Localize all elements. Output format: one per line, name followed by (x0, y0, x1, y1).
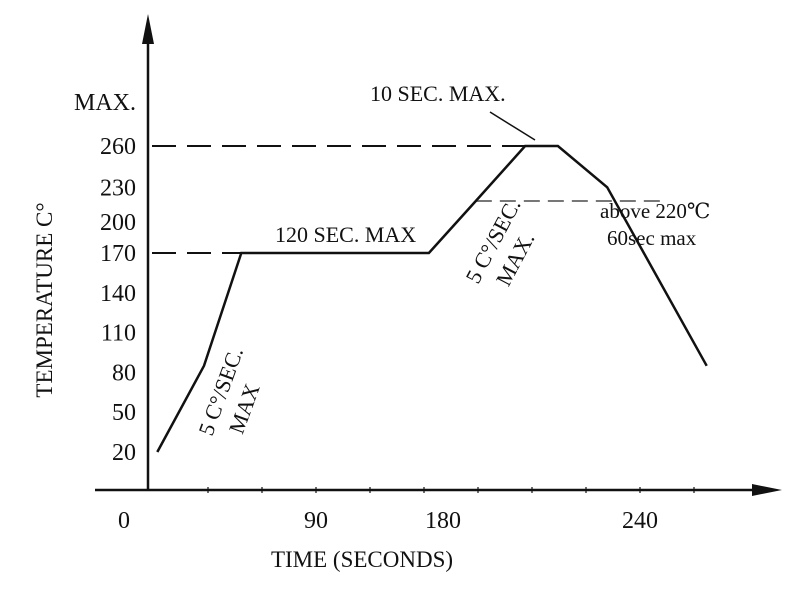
y-max-label: MAX. (74, 90, 136, 116)
y-tick-label: 50 (112, 400, 136, 426)
y-tick-label: 80 (112, 360, 136, 386)
x-tick-label: 240 (622, 508, 658, 534)
x-tick-labels: 0 90 180 240 (118, 508, 658, 534)
x-axis-arrow-icon (752, 484, 782, 496)
y-tick-label: 170 (100, 241, 136, 267)
temperature-profile-line (156, 144, 708, 453)
y-tick-labels: 20 50 80 110 140 170 200 230 260 (100, 134, 136, 466)
x-tick-label: 180 (425, 508, 461, 534)
y-tick-label: 260 (100, 134, 136, 160)
x-minor-ticks (207, 487, 695, 493)
y-axis-arrow-icon (142, 14, 154, 44)
y-tick-label: 140 (100, 281, 136, 307)
annotation-soak-time: 120 SEC. MAX (275, 222, 416, 247)
x-tick-label: 0 (118, 508, 130, 534)
annotation-60sec: 60sec max (607, 226, 697, 250)
annotation-peak-leader (489, 111, 536, 141)
y-tick-label: 230 (100, 175, 136, 201)
y-tick-label: 20 (112, 440, 136, 466)
y-tick-label: 110 (101, 321, 136, 347)
y-axis-title: TEMPERATURE C° (32, 202, 57, 397)
x-tick-label: 90 (304, 508, 328, 534)
y-tick-label: 200 (100, 210, 136, 236)
annotation-ramp-peak: 5 C°/SEC. MAX. (460, 194, 539, 289)
annotation-above-220: above 220℃ (600, 199, 710, 223)
x-axis-title: TIME (SECONDS) (271, 547, 453, 572)
annotation-peak-time: 10 SEC. MAX. (370, 81, 506, 106)
